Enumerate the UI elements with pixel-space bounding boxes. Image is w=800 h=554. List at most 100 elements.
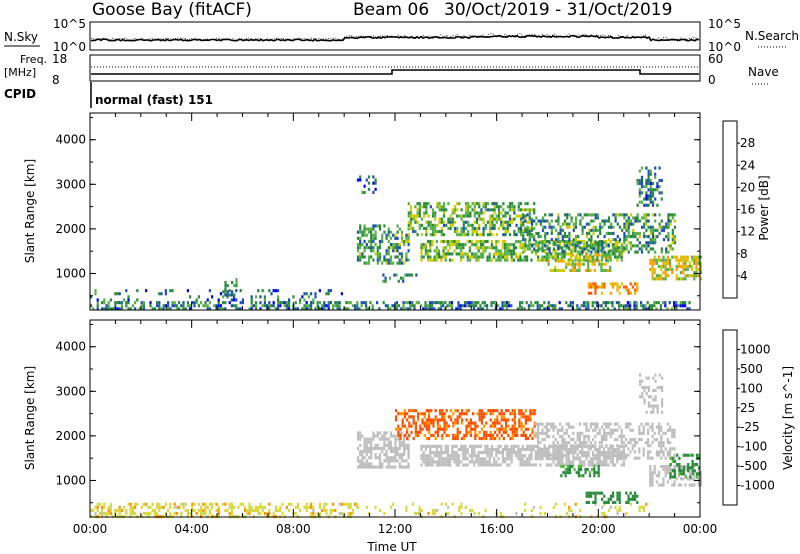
power-cell: [429, 246, 432, 250]
vel-cell: [531, 430, 534, 434]
vel-cell: [107, 505, 110, 509]
power-cell: [567, 304, 570, 308]
vel-cell: [316, 512, 319, 516]
power-cell: [462, 255, 465, 259]
power-cell: [359, 243, 362, 247]
vel-cell: [494, 437, 497, 441]
power-cell: [473, 226, 476, 230]
power-cell: [464, 226, 468, 230]
vel-cell: [175, 512, 178, 516]
power-cell: [560, 307, 563, 311]
vel-cell: [367, 462, 371, 466]
vel-cell: [512, 451, 515, 455]
power-cell: [508, 223, 512, 227]
power-cell: [477, 246, 480, 250]
power-cell: [396, 224, 399, 228]
vel-cell: [662, 431, 665, 435]
vel-cell: [682, 466, 685, 470]
vel-cell: [521, 447, 524, 451]
power-cell: [279, 301, 282, 305]
vel-cell: [693, 464, 696, 468]
power-cell: [571, 304, 574, 308]
power-cell: [442, 214, 446, 218]
power-cell: [435, 240, 438, 244]
vel-cell: [414, 427, 417, 431]
power-cell: [537, 255, 540, 259]
power-cell: [603, 246, 606, 250]
power-cell: [464, 252, 467, 256]
power-cell: [543, 307, 546, 311]
power-cell: [310, 301, 313, 305]
vel-cell: [400, 431, 404, 435]
power-cell: [557, 247, 560, 251]
power-cell: [347, 307, 350, 311]
vel-cell: [576, 453, 579, 457]
vel-cell: [408, 424, 411, 428]
power-cell: [517, 208, 520, 212]
power-cell: [603, 219, 606, 223]
vel-cell: [543, 512, 547, 516]
power-cell: [593, 307, 596, 311]
colorbar-tick-label: 500: [740, 362, 763, 376]
power-cell: [438, 205, 441, 209]
vel-cell: [464, 447, 467, 451]
vel-cell: [356, 459, 360, 463]
vel-cell: [480, 412, 483, 416]
vel-cell: [490, 463, 493, 467]
power-cell: [541, 258, 544, 262]
power-cell: [511, 217, 514, 221]
power-cell: [604, 268, 607, 272]
vel-cell: [460, 505, 463, 509]
vel-cell: [620, 453, 623, 457]
power-cell: [620, 252, 623, 256]
vel-cell: [622, 454, 625, 458]
vel-cell: [169, 505, 172, 509]
vel-cell: [631, 438, 634, 442]
power-cell: [482, 217, 485, 221]
power-cell: [545, 252, 548, 256]
power-cell: [662, 255, 665, 259]
power-cell: [405, 236, 408, 240]
power-cell: [385, 258, 388, 262]
vel-cell: [473, 460, 476, 464]
vel-cell: [609, 457, 612, 461]
vel-cell: [441, 415, 444, 419]
power-cell: [616, 222, 619, 226]
vel-cell: [455, 460, 458, 464]
power-cell: [451, 208, 454, 212]
power-cell: [263, 301, 266, 305]
power-cell: [367, 230, 371, 234]
power-cell: [599, 222, 602, 226]
vel-cell: [403, 440, 406, 444]
power-cell: [462, 246, 465, 250]
power-cell: [580, 262, 583, 266]
vel-cell: [446, 444, 449, 448]
vel-cell: [412, 421, 415, 425]
vel-cell: [548, 457, 551, 461]
vel-cell: [178, 505, 181, 509]
power-cell: [120, 304, 123, 308]
vel-cell: [581, 441, 584, 445]
vel-cell: [564, 468, 567, 472]
power-cell: [517, 226, 520, 230]
vel-cell: [497, 463, 500, 467]
vel-cell: [620, 441, 623, 445]
power-cell: [484, 223, 487, 227]
vel-cell: [603, 502, 606, 506]
vel-cell: [669, 464, 672, 468]
vel-cell: [587, 434, 590, 438]
vel-cell: [359, 443, 362, 447]
power-cell: [530, 301, 533, 305]
power-cell: [647, 250, 650, 254]
power-cell: [662, 271, 665, 275]
power-cell: [569, 301, 572, 305]
power-cell: [576, 262, 579, 266]
vel-cell: [603, 434, 606, 438]
vel-cell: [651, 434, 654, 438]
vel-cell: [587, 494, 590, 498]
vel-cell: [224, 502, 227, 506]
vel-cell: [370, 462, 373, 466]
power-cell: [673, 301, 676, 305]
power-cell: [283, 301, 286, 305]
vel-cell: [592, 428, 595, 432]
